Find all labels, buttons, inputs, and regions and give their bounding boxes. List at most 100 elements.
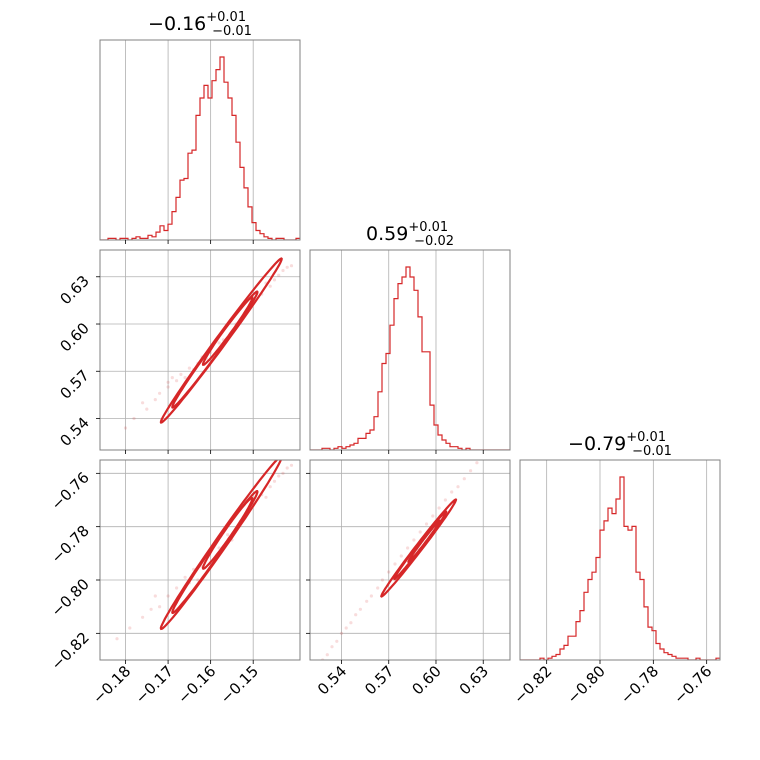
sample-point <box>281 471 285 475</box>
sample-point <box>145 407 149 411</box>
sample-point <box>115 637 119 641</box>
sample-point <box>285 265 289 269</box>
sample-point <box>354 613 358 617</box>
sample-point <box>475 461 479 465</box>
sample-point <box>277 474 281 478</box>
sample-point <box>183 376 187 380</box>
sample-point <box>393 562 397 566</box>
x-tick-label: 0.57 <box>361 662 397 698</box>
sample-point <box>376 586 380 590</box>
sample-point <box>437 506 441 510</box>
x-tick-label: 0.54 <box>314 662 350 698</box>
y-tick-label: −0.76 <box>48 468 93 513</box>
sample-point <box>128 626 132 630</box>
title-minus: −0.02 <box>414 234 454 249</box>
sample-point <box>123 426 128 430</box>
sample-point <box>289 264 294 268</box>
sample-point <box>166 380 170 384</box>
contour-level-1 <box>171 490 259 614</box>
sample-point <box>339 631 344 635</box>
panel-p2p1 <box>306 432 511 669</box>
hist-panel-0: −0.16+0.01 −0.01 <box>99 10 301 244</box>
title-minus: −0.01 <box>632 444 672 459</box>
sample-point <box>268 485 272 489</box>
title-median: −0.16 <box>148 13 206 35</box>
hist-panel-2: −0.79+0.01 −0.01 <box>519 430 721 664</box>
histogram-0 <box>100 56 300 240</box>
y-tick-label: 0.54 <box>56 414 92 450</box>
sample-point <box>316 666 319 669</box>
x-tick-label: −0.16 <box>174 662 219 707</box>
sample-point <box>153 594 157 598</box>
histogram-2 <box>520 476 720 660</box>
panel-title-0: −0.16+0.01 −0.01 <box>148 10 252 39</box>
sample-point <box>158 605 162 609</box>
sample-point <box>166 385 170 389</box>
panel-frame <box>519 459 721 661</box>
x-tick-label: −0.82 <box>510 662 555 707</box>
sample-point <box>149 607 153 611</box>
contour-level-2 <box>201 496 254 570</box>
y-tick-label: −0.80 <box>48 575 93 620</box>
title-plus: +0.01 <box>626 430 666 445</box>
contour-level-0 <box>159 460 282 631</box>
x-tick-label: −0.78 <box>617 662 662 707</box>
panel-title-1: 0.59+0.01 −0.02 <box>366 220 454 249</box>
sample-point <box>268 284 272 288</box>
sample-point <box>217 546 221 550</box>
sample-point <box>450 490 454 494</box>
sample-point <box>158 391 162 395</box>
sample-point <box>344 626 348 630</box>
hist-panel-1: 0.59+0.01 −0.02 <box>309 220 511 454</box>
panel-p1p0 <box>96 249 301 454</box>
sample-point <box>406 546 410 550</box>
sample-point <box>412 538 416 542</box>
y-tick-label: 0.60 <box>56 319 92 355</box>
y-tick-label: −0.82 <box>48 628 93 673</box>
sample-point <box>431 514 435 518</box>
y-tick-label: 0.63 <box>56 272 92 308</box>
panel-frame <box>99 39 301 241</box>
sample-point <box>166 594 170 598</box>
panel-frame <box>99 459 301 661</box>
sample-point <box>365 599 369 603</box>
panel-p2p0 <box>96 459 301 664</box>
panel-title-2: −0.79+0.01 −0.01 <box>568 430 672 459</box>
sample-point <box>175 379 179 383</box>
sample-point <box>264 495 268 499</box>
sample-point <box>380 578 384 582</box>
sample-point <box>399 554 403 558</box>
panel-content <box>123 257 294 430</box>
sample-point <box>179 372 183 376</box>
contour-level-2 <box>407 519 441 564</box>
sample-point <box>424 522 429 526</box>
sample-point <box>272 479 277 483</box>
sample-point <box>494 437 497 440</box>
sample-point <box>175 586 179 590</box>
x-tick-label: −0.17 <box>132 662 177 707</box>
sample-point <box>443 498 447 502</box>
sample-point <box>183 575 187 579</box>
panel-content <box>115 460 294 641</box>
contour-level-2 <box>201 296 254 366</box>
sample-point <box>418 530 422 534</box>
sample-point <box>153 398 157 402</box>
sample-point <box>226 533 230 537</box>
panel-frame <box>309 249 511 451</box>
panel-frame <box>99 249 301 451</box>
sample-point <box>217 341 221 345</box>
sample-point <box>272 278 277 282</box>
x-tick-label: −0.15 <box>217 662 262 707</box>
sample-point <box>325 653 329 657</box>
title-median: 0.59 <box>366 223 408 245</box>
x-tick-label: −0.80 <box>564 662 609 707</box>
sample-point <box>141 615 145 619</box>
title-plus: +0.01 <box>206 10 246 25</box>
sample-point <box>289 463 294 467</box>
sample-point <box>330 645 334 649</box>
sample-point <box>281 268 285 273</box>
sample-point <box>462 477 466 481</box>
sample-point <box>196 578 200 582</box>
sample-point <box>499 432 502 435</box>
